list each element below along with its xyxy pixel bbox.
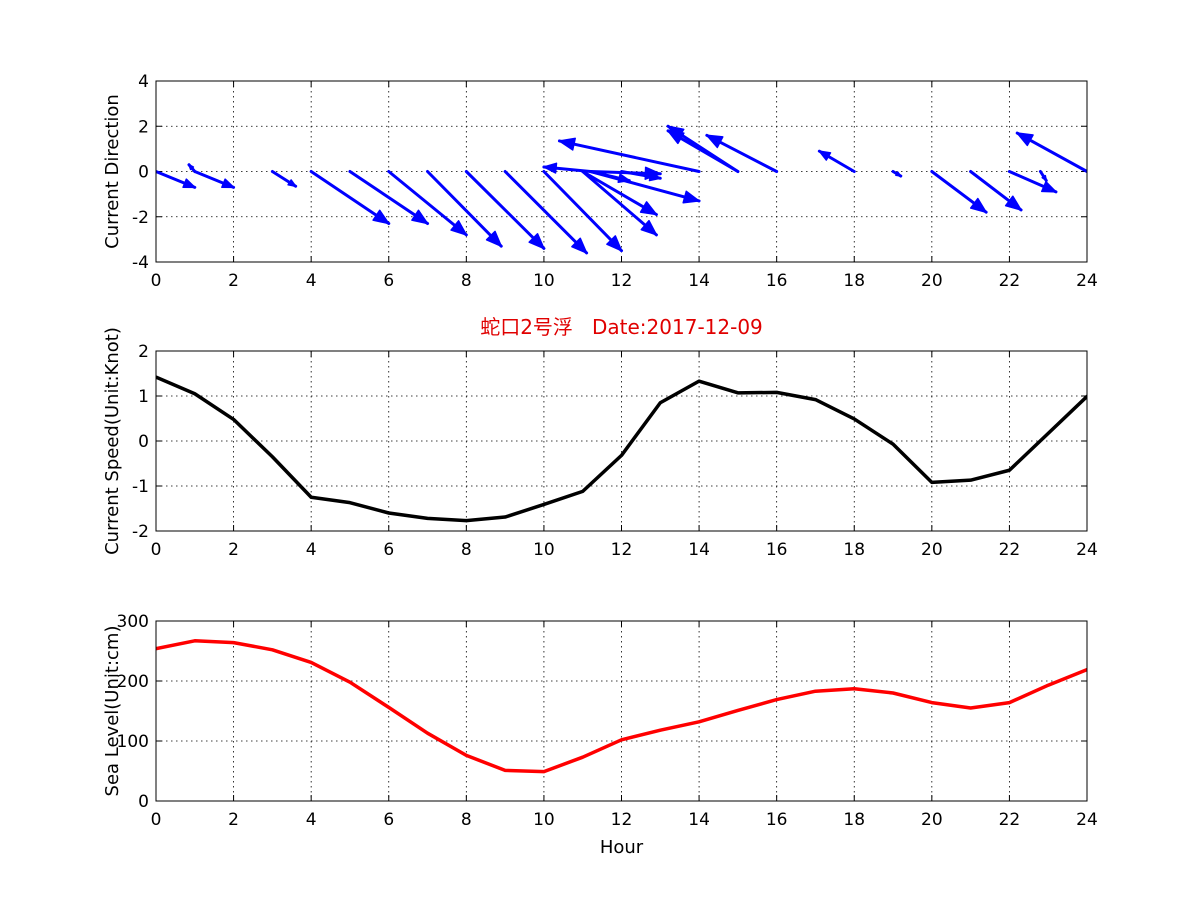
y-tick-label: 2 [138, 117, 149, 137]
current-direction-marks [156, 124, 1087, 255]
current-vector [542, 170, 623, 253]
current-vector [542, 162, 592, 174]
sea-level-marks [156, 639, 1087, 774]
x-tick-label: 8 [461, 540, 472, 560]
x-tick-label: 4 [306, 540, 317, 560]
x-tick-label: 12 [611, 540, 633, 560]
current-vector [309, 170, 391, 226]
y-tick-label: 0 [138, 792, 149, 812]
x-tick-label: 10 [533, 810, 555, 830]
x-tick-label: 8 [461, 271, 472, 291]
current-vector [969, 170, 1023, 212]
current-vector [930, 170, 988, 214]
current-speed-series-line [156, 375, 1087, 523]
y-tick-label: 2 [138, 342, 149, 362]
x-tick-label: 2 [228, 540, 239, 560]
y-axis-label: Current Direction [102, 94, 123, 249]
current-vector [1007, 170, 1058, 194]
current-vector [705, 133, 779, 173]
x-tick-label: 10 [533, 271, 555, 291]
sea-level-axes-frame [155, 620, 1088, 802]
y-tick-label: -1 [132, 477, 149, 497]
current-vector [193, 170, 236, 189]
x-tick-label: 4 [306, 810, 317, 830]
current-vector [348, 170, 430, 226]
x-tick-label: 6 [383, 271, 394, 291]
current-vector [464, 170, 546, 250]
x-tick-label: 10 [533, 540, 555, 560]
current-vector [588, 170, 701, 204]
current-speed-marks [156, 375, 1087, 523]
y-axis-label: Sea Level(Unit:cm) [102, 626, 123, 797]
x-tick-label: 4 [306, 271, 317, 291]
x-tick-label: 18 [843, 271, 865, 291]
x-tick-label: 6 [383, 810, 394, 830]
current-direction-axes-frame [155, 80, 1088, 263]
y-tick-label: 200 [117, 672, 149, 692]
current-vector [1038, 170, 1048, 183]
x-tick-label: 8 [461, 810, 472, 830]
x-tick-label: 24 [1076, 540, 1098, 560]
y-tick-label: 4 [138, 72, 149, 92]
x-tick-label: 0 [151, 540, 162, 560]
current-vector [620, 170, 662, 182]
x-tick-label: 22 [999, 540, 1021, 560]
y-tick-label: -2 [132, 522, 149, 542]
sea-level-series-line [156, 639, 1087, 774]
x-tick-label: 18 [843, 810, 865, 830]
y-tick-label: -4 [132, 253, 149, 273]
current-vector [270, 170, 298, 188]
current-vector [817, 149, 856, 173]
x-tick-label: 12 [611, 271, 633, 291]
x-tick-label: 2 [228, 271, 239, 291]
x-tick-label: 16 [766, 540, 788, 560]
y-axis-label: Current Speed(Unit:Knot) [102, 327, 123, 555]
x-tick-label: 24 [1076, 271, 1098, 291]
x-tick-label: 22 [999, 810, 1021, 830]
current-vector [387, 170, 468, 237]
x-tick-label: 12 [611, 810, 633, 830]
current-vector [891, 170, 903, 178]
y-tick-label: 1 [138, 387, 149, 407]
x-tick-label: 0 [151, 271, 162, 291]
current-vector [1015, 131, 1087, 173]
current-vector [581, 170, 658, 237]
current-vector [426, 170, 503, 248]
current-vector [581, 170, 658, 216]
x-tick-label: 2 [228, 810, 239, 830]
current-speed-axes-frame [155, 350, 1088, 532]
current-vector [503, 170, 589, 255]
y-tick-label: -2 [132, 208, 149, 228]
x-tick-label: 0 [151, 810, 162, 830]
x-tick-label: 20 [921, 810, 943, 830]
current-vector [666, 124, 740, 173]
x-tick-label: 18 [843, 540, 865, 560]
chart-title: 蛇口2号浮 Date:2017-12-09 [480, 315, 763, 339]
x-tick-label: 14 [688, 540, 710, 560]
x-tick-label: 22 [999, 271, 1021, 291]
y-tick-label: 0 [138, 432, 149, 452]
x-tick-label: 6 [383, 540, 394, 560]
y-tick-label: 0 [138, 163, 149, 183]
x-tick-label: 14 [688, 271, 710, 291]
x-tick-label: 14 [688, 810, 710, 830]
x-tick-label: 16 [766, 271, 788, 291]
current-vector [557, 137, 701, 173]
x-tick-label: 20 [921, 271, 943, 291]
x-tick-label: 24 [1076, 810, 1098, 830]
x-axis-label: Hour [600, 837, 644, 858]
y-tick-label: 100 [117, 732, 149, 752]
y-tick-label: 300 [117, 612, 149, 632]
current-vector [156, 170, 197, 189]
x-tick-label: 20 [921, 540, 943, 560]
x-tick-label: 16 [766, 810, 788, 830]
